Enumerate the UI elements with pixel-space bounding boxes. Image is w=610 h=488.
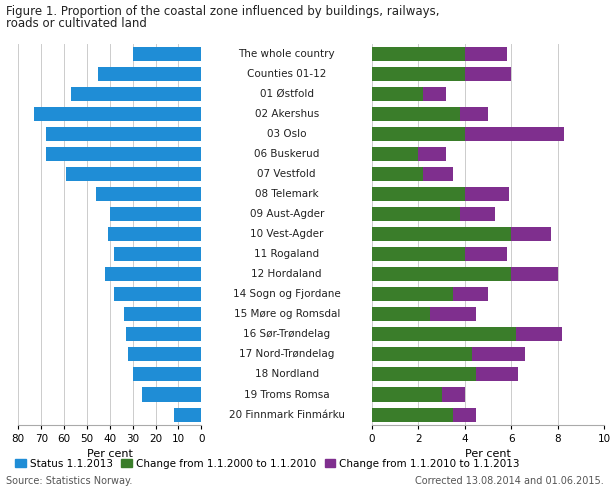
X-axis label: Per cent: Per cent xyxy=(465,449,511,459)
Text: 20 Finnmark Finmárku: 20 Finnmark Finmárku xyxy=(229,409,345,420)
Bar xyxy=(372,127,465,141)
Bar xyxy=(465,187,509,201)
Bar xyxy=(465,67,511,81)
Bar xyxy=(46,147,201,161)
Bar xyxy=(133,47,201,61)
Bar xyxy=(110,207,201,221)
Bar xyxy=(123,307,201,322)
Text: 19 Troms Romsa: 19 Troms Romsa xyxy=(244,389,329,400)
Text: Figure 1. Proportion of the coastal zone influenced by buildings, railways,: Figure 1. Proportion of the coastal zone… xyxy=(6,5,440,18)
Bar xyxy=(372,287,453,302)
Text: Counties 01-12: Counties 01-12 xyxy=(247,69,326,79)
Text: 08 Telemark: 08 Telemark xyxy=(255,189,318,199)
Bar xyxy=(423,87,447,101)
Bar xyxy=(126,327,201,342)
Bar xyxy=(174,407,201,422)
Bar xyxy=(472,347,525,362)
Bar xyxy=(442,387,465,402)
Text: 12 Hordaland: 12 Hordaland xyxy=(251,269,322,279)
Bar xyxy=(372,267,511,281)
Legend: Status 1.1.2013, Change from 1.1.2000 to 1.1.2010, Change from 1.1.2010 to 1.1.2: Status 1.1.2013, Change from 1.1.2000 to… xyxy=(12,455,524,473)
Bar xyxy=(511,227,551,241)
Text: 01 Østfold: 01 Østfold xyxy=(260,89,314,99)
Bar xyxy=(453,287,488,302)
Bar xyxy=(128,347,201,362)
Bar xyxy=(372,307,430,322)
Bar xyxy=(71,87,201,101)
Bar xyxy=(423,167,453,181)
Text: 02 Akershus: 02 Akershus xyxy=(254,109,319,119)
Bar xyxy=(465,247,506,261)
X-axis label: Per cent: Per cent xyxy=(87,449,133,459)
Bar xyxy=(460,107,488,121)
Text: Corrected 13.08.2014 and 01.06.2015.: Corrected 13.08.2014 and 01.06.2015. xyxy=(415,476,604,486)
Bar xyxy=(372,67,465,81)
Bar xyxy=(133,367,201,382)
Bar xyxy=(511,267,558,281)
Bar xyxy=(372,207,460,221)
Text: 03 Oslo: 03 Oslo xyxy=(267,129,306,139)
Bar xyxy=(453,407,476,422)
Text: 18 Nordland: 18 Nordland xyxy=(254,369,319,380)
Text: 14 Sogn og Fjordane: 14 Sogn og Fjordane xyxy=(233,289,340,299)
Text: roads or cultivated land: roads or cultivated land xyxy=(6,17,147,30)
Text: 11 Rogaland: 11 Rogaland xyxy=(254,249,319,259)
Bar xyxy=(476,367,518,382)
Bar xyxy=(372,247,465,261)
Bar xyxy=(372,327,516,342)
Text: 15 Møre og Romsdal: 15 Møre og Romsdal xyxy=(234,309,340,319)
Bar xyxy=(372,367,476,382)
Bar xyxy=(418,147,447,161)
Bar xyxy=(372,187,465,201)
Bar xyxy=(96,187,201,201)
Bar xyxy=(372,147,418,161)
Bar xyxy=(465,127,564,141)
Bar xyxy=(372,87,423,101)
Bar xyxy=(66,167,201,181)
Text: 10 Vest-Agder: 10 Vest-Agder xyxy=(250,229,323,239)
Bar xyxy=(372,227,511,241)
Bar xyxy=(516,327,562,342)
Bar xyxy=(34,107,201,121)
Bar xyxy=(372,167,423,181)
Bar xyxy=(46,127,201,141)
Bar xyxy=(98,67,201,81)
Bar xyxy=(372,407,453,422)
Text: 16 Sør-Trøndelag: 16 Sør-Trøndelag xyxy=(243,329,330,340)
Text: 06 Buskerud: 06 Buskerud xyxy=(254,149,320,159)
Bar xyxy=(372,347,472,362)
Text: The whole country: The whole country xyxy=(239,49,335,59)
Bar xyxy=(430,307,476,322)
Bar xyxy=(372,387,442,402)
Bar xyxy=(107,227,201,241)
Bar xyxy=(465,47,506,61)
Bar xyxy=(372,47,465,61)
Bar xyxy=(105,267,201,281)
Bar xyxy=(115,287,201,302)
Bar xyxy=(115,247,201,261)
Text: 17 Nord-Trøndelag: 17 Nord-Trøndelag xyxy=(239,349,334,360)
Bar xyxy=(460,207,495,221)
Bar xyxy=(372,107,460,121)
Text: 09 Aust-Agder: 09 Aust-Agder xyxy=(249,209,324,219)
Bar xyxy=(142,387,201,402)
Text: 07 Vestfold: 07 Vestfold xyxy=(257,169,316,179)
Text: Source: Statistics Norway.: Source: Statistics Norway. xyxy=(6,476,132,486)
